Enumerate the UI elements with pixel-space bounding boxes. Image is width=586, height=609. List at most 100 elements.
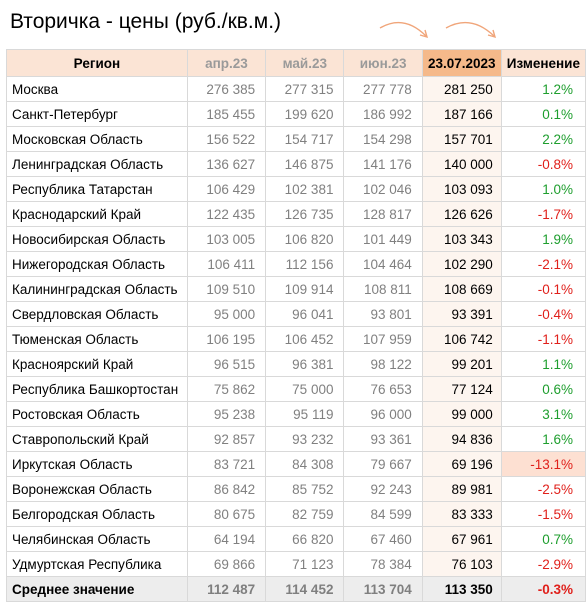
change-cell: -0.8% (500, 151, 586, 177)
price-may-cell: 85 752 (265, 476, 345, 502)
price-apr-cell: 83 721 (186, 451, 267, 477)
price-current-cell: 281 250 (421, 76, 502, 102)
price-may-cell: 109 914 (265, 276, 345, 302)
arrows-decoration (379, 21, 497, 39)
region-cell: Иркутская Область (6, 451, 188, 477)
region-cell: Санкт-Петербург (6, 101, 188, 127)
table-row: Тюменская Область 106 195 106 452 107 959 10… (6, 326, 586, 352)
table-row: Свердловская Область 95 000 96 041 93 801 93… (6, 301, 586, 327)
change-cell: -1.5% (500, 501, 586, 527)
change-cell: -1.7% (500, 201, 586, 227)
price-jun-cell: 107 959 (343, 326, 423, 352)
price-current-cell: 67 961 (421, 526, 502, 552)
price-jun-cell: 141 176 (343, 151, 423, 177)
region-cell: Свердловская Область (6, 301, 188, 327)
average-row: Среднее значение 112 487 114 452 113 704 113… (6, 576, 586, 602)
price-current-cell: 77 124 (421, 376, 502, 402)
price-jun-cell: 79 667 (343, 451, 423, 477)
region-cell: Калининградская Область (6, 276, 188, 302)
average-may-cell: 114 452 (265, 576, 345, 602)
table-row: Белгородская Область 80 675 82 759 84 599 83… (6, 501, 586, 527)
price-may-cell: 84 308 (265, 451, 345, 477)
change-cell: 1.1% (500, 351, 586, 377)
table-row: Республика Башкортостан 75 862 75 000 76 65… (6, 376, 586, 402)
region-cell: Красноярский Край (6, 351, 188, 377)
price-apr-cell: 106 195 (186, 326, 267, 352)
price-jun-cell: 84 599 (343, 501, 423, 527)
change-cell: -1.1% (500, 326, 586, 352)
price-current-cell: 103 093 (421, 176, 502, 202)
region-cell: Нижегородская Область (6, 251, 188, 277)
average-label: Среднее значение (6, 576, 188, 602)
region-cell: Московская Область (6, 126, 188, 152)
column-header-may: май.23 (265, 49, 345, 77)
price-may-cell: 95 119 (265, 401, 345, 427)
region-cell: Воронежская Область (6, 476, 188, 502)
column-header-jun: июн.23 (343, 49, 423, 77)
table-row: Ростовская Область 95 238 95 119 96 000 99 0… (6, 401, 586, 427)
table-row: Челябинская Область 64 194 66 820 67 460 67 … (6, 526, 586, 552)
region-cell: Челябинская Область (6, 526, 188, 552)
price-apr-cell: 106 429 (186, 176, 267, 202)
region-cell: Москва (6, 76, 188, 102)
price-may-cell: 82 759 (265, 501, 345, 527)
price-jun-cell: 277 778 (343, 76, 423, 102)
change-cell: -0.1% (500, 276, 586, 302)
curved-arrow-icon (445, 21, 497, 39)
region-cell: Ростовская Область (6, 401, 188, 427)
price-may-cell: 277 315 (265, 76, 345, 102)
table-row: Республика Татарстан 106 429 102 381 102 04… (6, 176, 586, 202)
price-jun-cell: 104 464 (343, 251, 423, 277)
header-row: Регион апр.23 май.23 июн.23 23.07.2023 И… (6, 49, 586, 77)
change-cell: -2.1% (500, 251, 586, 277)
price-apr-cell: 276 385 (186, 76, 267, 102)
price-apr-cell: 156 522 (186, 126, 267, 152)
price-may-cell: 126 735 (265, 201, 345, 227)
average-current-cell: 113 350 (421, 576, 502, 602)
price-apr-cell: 95 000 (186, 301, 267, 327)
price-may-cell: 199 620 (265, 101, 345, 127)
price-apr-cell: 122 435 (186, 201, 267, 227)
change-cell: 0.7% (500, 526, 586, 552)
price-jun-cell: 154 298 (343, 126, 423, 152)
price-apr-cell: 136 627 (186, 151, 267, 177)
change-cell: 1.0% (500, 176, 586, 202)
price-jun-cell: 108 811 (343, 276, 423, 302)
table-row: Новосибирская Область 103 005 106 820 101 4… (6, 226, 586, 252)
change-cell: 1.6% (500, 426, 586, 452)
change-cell: 1.9% (500, 226, 586, 252)
price-current-cell: 99 201 (421, 351, 502, 377)
price-jun-cell: 92 243 (343, 476, 423, 502)
price-jun-cell: 96 000 (343, 401, 423, 427)
price-current-cell: 93 391 (421, 301, 502, 327)
price-may-cell: 106 452 (265, 326, 345, 352)
price-apr-cell: 96 515 (186, 351, 267, 377)
change-cell: 1.2% (500, 76, 586, 102)
average-apr-cell: 112 487 (186, 576, 267, 602)
table-row: Ставропольский Край 92 857 93 232 93 361 94 … (6, 426, 586, 452)
price-apr-cell: 92 857 (186, 426, 267, 452)
price-current-cell: 108 669 (421, 276, 502, 302)
column-header-region: Регион (6, 49, 188, 77)
curved-arrow-icon (379, 21, 429, 39)
price-apr-cell: 75 862 (186, 376, 267, 402)
price-apr-cell: 103 005 (186, 226, 267, 252)
price-current-cell: 187 166 (421, 101, 502, 127)
price-current-cell: 103 343 (421, 226, 502, 252)
price-apr-cell: 106 411 (186, 251, 267, 277)
average-change-cell: -0.3% (500, 576, 586, 602)
price-current-cell: 83 333 (421, 501, 502, 527)
price-may-cell: 102 381 (265, 176, 345, 202)
table-row: Воронежская Область 86 842 85 752 92 243 89 … (6, 476, 586, 502)
table-row: Санкт-Петербург 185 455 199 620 186 992 187 … (6, 101, 586, 127)
change-cell: 0.1% (500, 101, 586, 127)
table-row: Нижегородская Область 106 411 112 156 104 4… (6, 251, 586, 277)
price-may-cell: 93 232 (265, 426, 345, 452)
region-cell: Республика Башкортостан (6, 376, 188, 402)
price-may-cell: 146 875 (265, 151, 345, 177)
region-cell: Новосибирская Область (6, 226, 188, 252)
region-cell: Тюменская Область (6, 326, 188, 352)
change-cell: -2.5% (500, 476, 586, 502)
price-apr-cell: 69 866 (186, 551, 267, 577)
region-cell: Удмуртская Республика (6, 551, 188, 577)
